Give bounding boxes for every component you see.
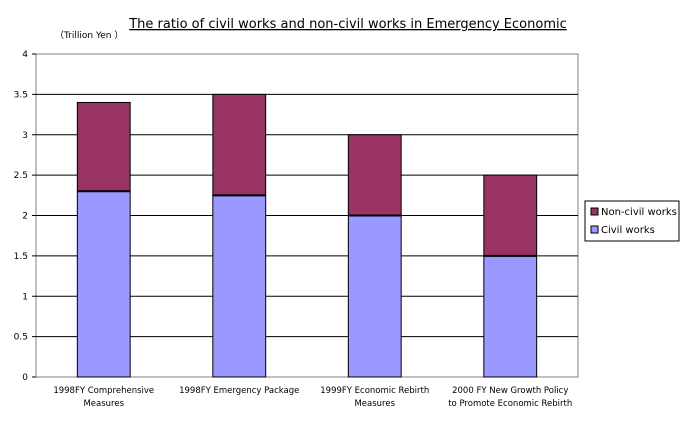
y-tick-label: 3.5 [14, 90, 28, 100]
bar-civil-works-2 [347, 215, 402, 378]
bar-non-civil-works-1 [212, 93, 267, 196]
y-tick-label: 0 [22, 373, 28, 383]
bar-non-civil-works-2 [347, 134, 402, 216]
bar-non-civil-works-3 [483, 174, 538, 257]
y-tick-label: 2.5 [14, 171, 28, 181]
x-axis-labels: 1998FY Comprehensive Measures 1998FY Emerg… [53, 386, 572, 409]
y-tick-label: 1 [22, 292, 28, 302]
x-tick-label: 2000 FY New Growth Policy [452, 386, 568, 396]
bar-civil-works-1 [212, 194, 267, 378]
bars [76, 93, 538, 378]
legend-swatch [590, 207, 599, 216]
x-tick-label: 1999FY Economic Rebirth [320, 386, 429, 396]
x-tick-label: 1998FY Comprehensive [53, 386, 154, 396]
bar-non-civil-works-0 [76, 101, 131, 192]
x-tick-label: Measures [83, 399, 124, 409]
legend: Non-civil works Civil works [584, 200, 680, 242]
legend-label: Civil works [601, 225, 655, 236]
x-tick-label: to Promote Economic Rebirth [448, 399, 572, 409]
legend-label: Non-civil works [601, 207, 677, 218]
y-tick-label: 1.5 [14, 252, 28, 262]
y-tick-label: 2 [22, 212, 28, 222]
legend-box [584, 200, 680, 242]
bar-civil-works-0 [76, 190, 131, 378]
legend-swatch [590, 225, 599, 234]
chart-title: The ratio of civil works and non-civil w… [128, 17, 567, 32]
bar-civil-works-3 [483, 255, 538, 378]
y-tick-label: 4 [22, 50, 28, 60]
x-tick-label: Measures [354, 399, 395, 409]
y-axis-ticks: 0 0.5 1 1.5 2 2.5 3 3.5 4 [14, 50, 36, 383]
y-tick-label: 0.5 [14, 333, 28, 343]
unit-label: （Trillion Yen ） [55, 30, 123, 41]
y-tick-label: 3 [22, 131, 28, 141]
x-tick-label: 1998FY Emergency Package [179, 386, 299, 396]
